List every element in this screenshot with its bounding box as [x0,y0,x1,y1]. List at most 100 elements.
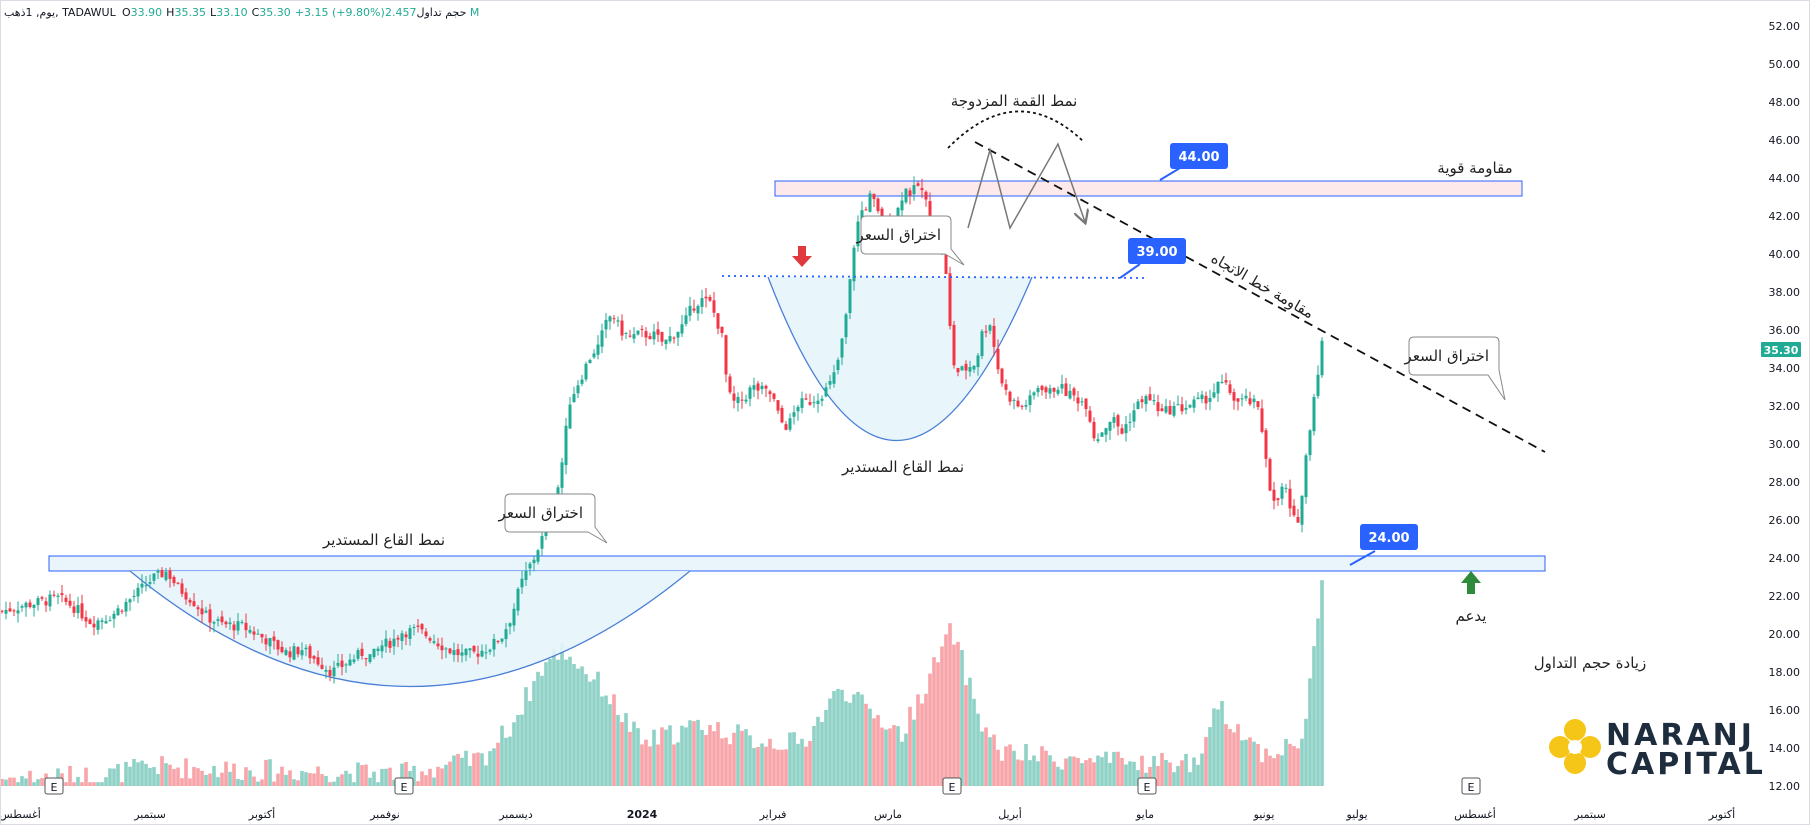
candle [604,313,608,339]
earnings-marker[interactable]: E [1137,777,1157,795]
volume-bar [644,739,648,786]
volume-bar [1268,755,1272,786]
y-tick-label: 42.00 [1769,210,1801,223]
volume-bar [84,767,88,786]
breakout-callout-2: اختراق السعر [856,215,965,266]
candle [1096,433,1100,444]
volume-bar [184,758,188,786]
x-tick-label: يوليو [1345,808,1367,821]
volume-bar [684,727,688,786]
candle [592,349,596,359]
candle [724,334,728,383]
candle [432,634,436,645]
candle [672,336,676,344]
volume-bar [292,779,296,786]
candle [288,646,292,663]
candle [364,657,368,667]
candle [1044,385,1048,399]
header-legend: يوم, 1ذهب, TADAWUL O33.90 H35.35 L33.10 C35… [4,6,479,19]
candle [252,626,256,641]
candle [1176,395,1180,406]
candle [320,657,324,670]
candle [448,647,452,655]
candle [1196,392,1200,400]
candle [40,595,44,601]
candle [960,365,964,371]
volume-bar [452,755,456,786]
volume-bar [1244,739,1248,786]
candle [472,645,476,654]
candle [1000,367,1004,387]
volume-bar [620,722,624,786]
volume-bar [996,749,1000,786]
y-tick-label: 46.00 [1769,134,1801,147]
volume-bar [360,765,364,786]
earnings-marker[interactable]: E [1461,777,1481,795]
volume-bar [572,663,576,786]
volume-bar [1284,738,1288,786]
volume-bar [96,782,100,786]
candle [1276,497,1280,506]
volume-bar [16,782,20,786]
candle [872,193,876,207]
candle [584,361,588,382]
candle [180,578,184,597]
candle [240,619,244,625]
volume-bar [648,746,652,786]
volume-bar [1104,751,1108,786]
candle [68,593,72,609]
candle [336,654,340,668]
volume-bar [632,721,636,786]
candle [76,596,80,619]
volume-bar [936,662,940,786]
volume-bar [988,737,992,786]
volume-bar [88,782,92,786]
volume-bar [848,702,852,786]
candle [676,331,680,346]
candle [1036,385,1040,397]
candle [832,364,836,388]
earnings-marker[interactable]: E [44,777,64,795]
candle [276,639,280,656]
candle [700,289,704,314]
volume-bar [416,781,420,786]
candle [836,357,840,375]
candle [268,637,272,655]
volume-bar [432,777,436,786]
candle [56,593,60,605]
candle [644,327,648,346]
candle [560,457,564,497]
svg-text:44.00: 44.00 [1178,150,1219,165]
volume-bar [1124,764,1128,786]
volume-bar [1148,766,1152,786]
candle [728,373,732,395]
candle [284,647,288,657]
volume-bar [200,770,204,786]
volume-bar [956,641,960,786]
volume-bar [1184,753,1188,786]
volume-bar [320,774,324,786]
candle [260,633,264,644]
candle [1068,383,1072,400]
candle [0,609,4,614]
earnings-marker[interactable]: E [394,777,414,795]
volume-bar [276,773,280,786]
volume-bar [1292,746,1296,786]
earnings-marker[interactable]: E [942,777,962,795]
volume-bar [116,764,120,786]
candle [784,421,788,431]
y-tick-label: 48.00 [1769,96,1801,109]
volume-bar [20,776,24,786]
candle [148,574,152,589]
candle [244,613,248,638]
candle [568,397,572,429]
candle [492,634,496,657]
candle [404,631,408,646]
candle [280,641,284,654]
rounding-bottom-label-1: نمط القاع المستدير [322,531,445,549]
candle [368,654,372,664]
volume-bar [776,749,780,786]
volume-bar [544,662,548,786]
volume-bar [356,762,360,786]
